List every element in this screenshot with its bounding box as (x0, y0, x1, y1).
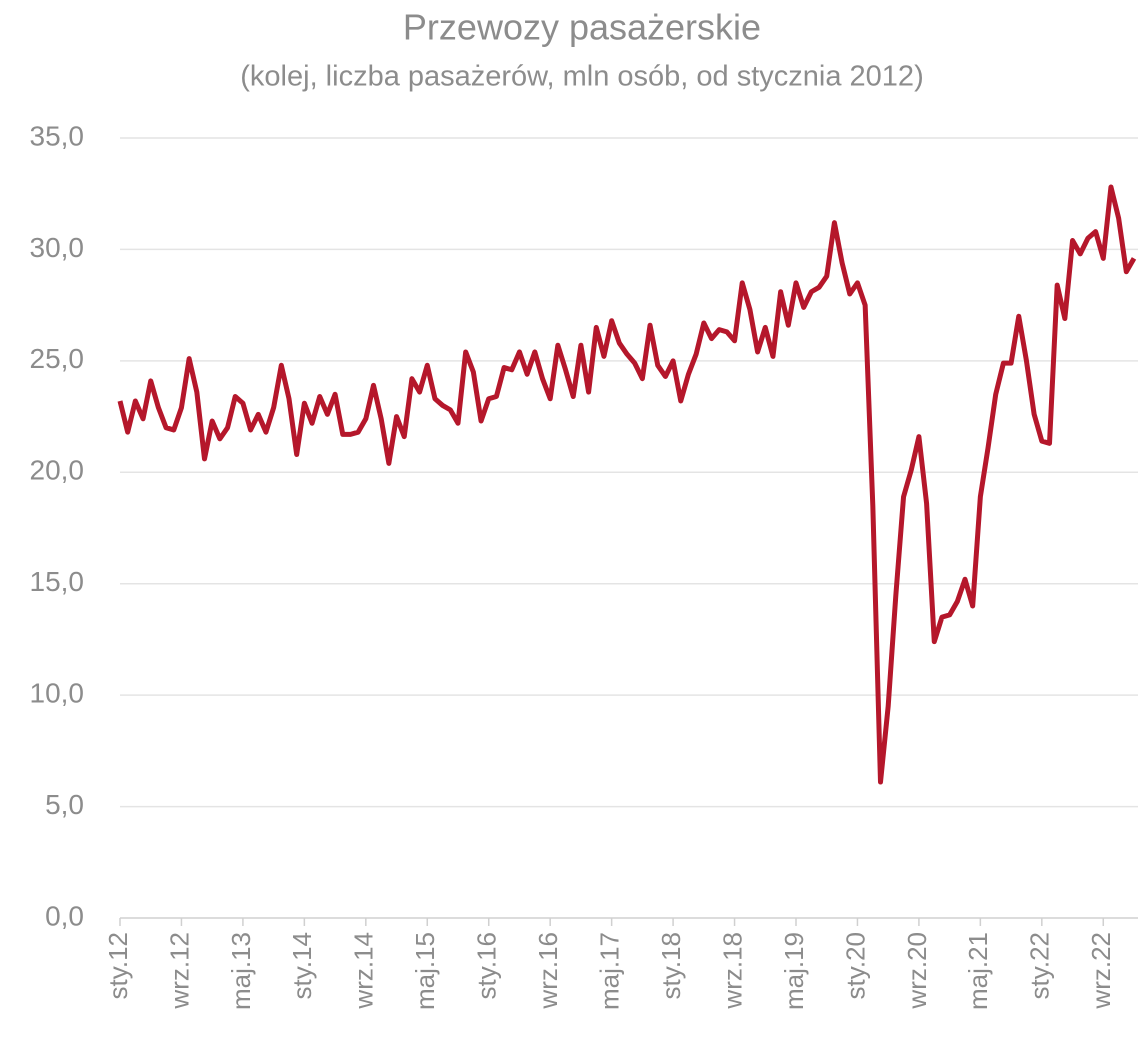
line-series (117, 184, 1137, 785)
x-tick-label: sty.16 (472, 932, 502, 999)
y-tick-label: 25,0 (30, 343, 85, 374)
x-tick-label: wrz.18 (717, 932, 747, 1010)
chart-subtitle: (kolej, liczba pasażerów, mln osób, od s… (240, 61, 923, 93)
x-tick-label: maj.19 (779, 932, 809, 1010)
chart-title: Przewozy pasażerskie (403, 7, 761, 48)
y-tick-label: 20,0 (30, 455, 85, 486)
x-tick-label: wrz.22 (1086, 932, 1116, 1010)
y-tick-label: 30,0 (30, 232, 85, 263)
y-tick-label: 0,0 (45, 900, 84, 931)
x-tick-label: wrz.14 (349, 932, 379, 1010)
x-tick-label: sty.18 (656, 932, 686, 999)
y-tick-label: 5,0 (45, 789, 84, 820)
x-tick-label: maj.17 (595, 932, 625, 1010)
y-tick-label: 10,0 (30, 678, 85, 709)
x-tick-label: sty.12 (103, 932, 133, 999)
x-tick-label: wrz.12 (164, 932, 194, 1010)
y-tick-label: 35,0 (30, 120, 85, 151)
x-tick-label: sty.22 (1025, 932, 1055, 999)
x-tick-label: wrz.20 (902, 932, 932, 1010)
y-tick-label: 15,0 (30, 566, 85, 597)
x-tick-label: maj.15 (410, 932, 440, 1010)
x-tick-label: wrz.16 (533, 932, 563, 1010)
x-tick-label: sty.20 (840, 932, 870, 999)
x-tick-label: sty.14 (287, 932, 317, 999)
x-tick-label: maj.21 (963, 932, 993, 1010)
x-tick-label: maj.13 (226, 932, 256, 1010)
